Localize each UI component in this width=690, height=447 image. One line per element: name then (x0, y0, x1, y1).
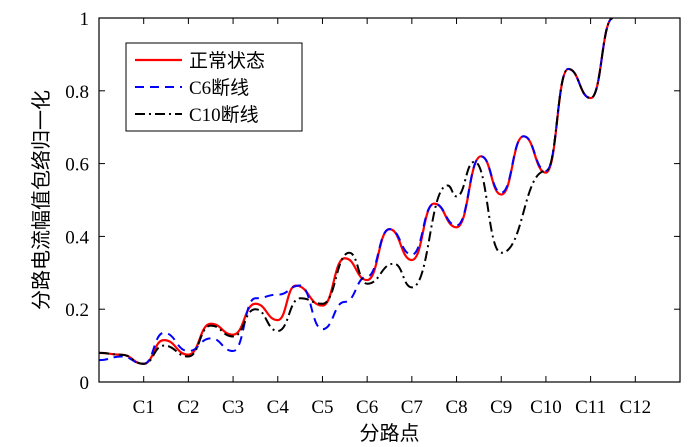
legend-box (125, 42, 303, 132)
legend-label-2: C6断线 (189, 77, 249, 99)
x-tick-label: C5 (311, 397, 333, 418)
x-tick-label: C7 (401, 397, 423, 418)
y-tick-label: 0.4 (65, 227, 89, 248)
x-axis-title: 分路点 (360, 421, 420, 445)
y-axis-title: 分路电流幅值包络归一化 (29, 90, 53, 310)
y-tick-label: 0 (80, 373, 90, 394)
series-line-3 (99, 18, 614, 365)
x-tick-label: C2 (177, 397, 199, 418)
y-axis: 0 0.2 0.4 0.6 0.8 1 (65, 9, 680, 394)
x-tick-label: C4 (267, 397, 290, 418)
x-tick-label: C9 (490, 397, 512, 418)
x-tick-label: C11 (575, 397, 606, 418)
x-tick-label: C6 (356, 397, 378, 418)
x-tick-label: C1 (133, 397, 155, 418)
y-tick-label: 0.8 (65, 82, 89, 103)
x-tick-label: C10 (530, 397, 562, 418)
x-axis: C1 C2 C3 C4 C5 C6 C7 C8 C9 C10 C11 C12 (133, 18, 651, 418)
legend-label-1: 正常状态 (189, 50, 265, 72)
y-tick-label: 0.6 (65, 155, 89, 176)
plot-area (99, 18, 614, 365)
x-tick-label: C12 (619, 397, 651, 418)
x-tick-label: C8 (445, 397, 467, 418)
y-tick-label: 0.2 (65, 300, 89, 321)
legend-label-3: C10断线 (189, 104, 259, 126)
x-tick-label: C3 (222, 397, 244, 418)
series-line-2 (99, 18, 614, 365)
legend: 正常状态 C6断线 C10断线 (125, 42, 303, 132)
plot-frame (98, 17, 681, 383)
y-tick-label: 1 (80, 9, 90, 30)
